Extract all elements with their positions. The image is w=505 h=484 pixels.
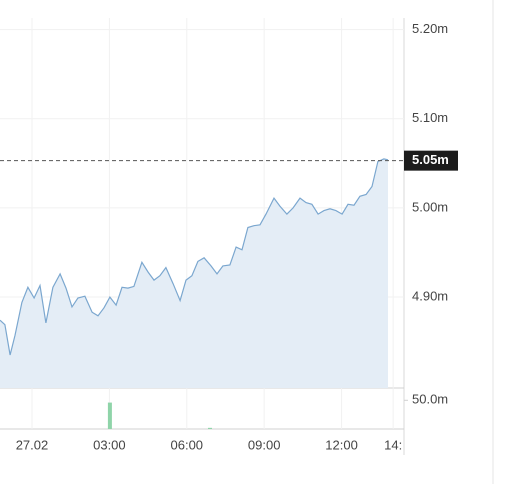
x-tick-label: 03:00 xyxy=(93,437,126,452)
last-price-label: 5.05m xyxy=(412,152,449,167)
area xyxy=(0,158,388,388)
volume-bar xyxy=(107,402,112,429)
volume-bar xyxy=(207,427,212,429)
last-price-badge xyxy=(404,150,458,171)
volume-tick-label: 50.0m xyxy=(412,392,448,407)
x-tick-label: 27.02 xyxy=(16,437,49,452)
x-tick-label: 12:00 xyxy=(325,437,358,452)
y-tick-label: 4.90m xyxy=(412,288,448,303)
line xyxy=(0,158,389,356)
y-tick-label: 5.00m xyxy=(412,199,448,214)
x-tick-label: 14: xyxy=(384,437,402,452)
y-tick-label: 5.20m xyxy=(412,21,448,36)
y-tick-label: 5.10m xyxy=(412,110,448,125)
x-tick-label: 09:00 xyxy=(248,437,281,452)
x-tick-label: 06:00 xyxy=(171,437,204,452)
